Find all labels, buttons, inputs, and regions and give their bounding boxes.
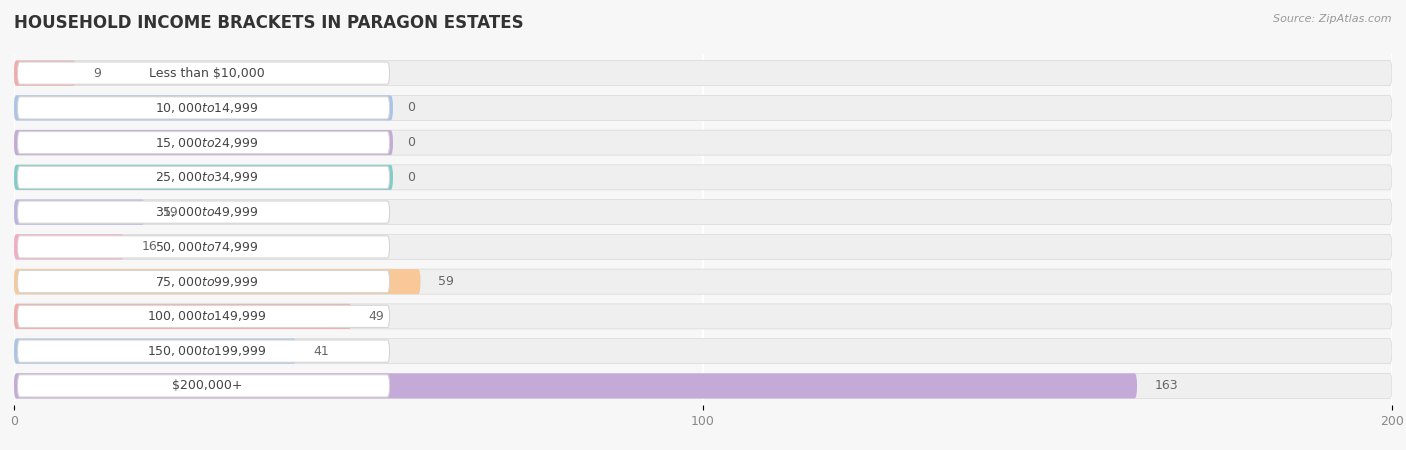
FancyBboxPatch shape [14,61,76,86]
Text: $75,000 to $99,999: $75,000 to $99,999 [155,274,259,288]
FancyBboxPatch shape [17,166,389,189]
Text: 49: 49 [368,310,385,323]
FancyBboxPatch shape [14,130,394,155]
FancyBboxPatch shape [14,304,1392,329]
FancyBboxPatch shape [14,269,1392,294]
FancyBboxPatch shape [14,234,1392,259]
FancyBboxPatch shape [17,131,389,154]
FancyBboxPatch shape [14,165,1392,190]
FancyBboxPatch shape [14,61,1392,86]
FancyBboxPatch shape [14,130,1392,155]
Text: $15,000 to $24,999: $15,000 to $24,999 [155,135,259,149]
Text: 9: 9 [93,67,101,80]
FancyBboxPatch shape [14,95,1392,121]
Text: $50,000 to $74,999: $50,000 to $74,999 [155,240,259,254]
FancyBboxPatch shape [17,270,389,293]
Text: $150,000 to $199,999: $150,000 to $199,999 [148,344,267,358]
FancyBboxPatch shape [14,374,1137,398]
FancyBboxPatch shape [14,95,394,121]
FancyBboxPatch shape [14,165,394,190]
FancyBboxPatch shape [14,338,1392,364]
FancyBboxPatch shape [17,236,389,258]
FancyBboxPatch shape [14,304,352,329]
Text: Source: ZipAtlas.com: Source: ZipAtlas.com [1274,14,1392,23]
FancyBboxPatch shape [17,340,389,362]
FancyBboxPatch shape [17,305,389,328]
FancyBboxPatch shape [17,201,389,223]
Text: 19: 19 [162,206,179,219]
FancyBboxPatch shape [14,200,1392,225]
FancyBboxPatch shape [17,62,389,84]
Text: Less than $10,000: Less than $10,000 [149,67,264,80]
Text: HOUSEHOLD INCOME BRACKETS IN PARAGON ESTATES: HOUSEHOLD INCOME BRACKETS IN PARAGON EST… [14,14,523,32]
Text: $100,000 to $149,999: $100,000 to $149,999 [148,310,267,324]
Text: $25,000 to $34,999: $25,000 to $34,999 [155,171,259,184]
FancyBboxPatch shape [14,374,1392,398]
Text: $10,000 to $14,999: $10,000 to $14,999 [155,101,259,115]
Text: 16: 16 [142,240,157,253]
Text: 41: 41 [314,345,329,358]
Text: 0: 0 [406,101,415,114]
FancyBboxPatch shape [17,375,389,397]
Text: 59: 59 [437,275,454,288]
FancyBboxPatch shape [14,234,124,259]
Text: $200,000+: $200,000+ [172,379,242,392]
Text: $35,000 to $49,999: $35,000 to $49,999 [155,205,259,219]
Text: 0: 0 [406,171,415,184]
Text: 0: 0 [406,136,415,149]
FancyBboxPatch shape [14,200,145,225]
Text: 163: 163 [1154,379,1178,392]
FancyBboxPatch shape [14,338,297,364]
FancyBboxPatch shape [14,269,420,294]
FancyBboxPatch shape [17,97,389,119]
